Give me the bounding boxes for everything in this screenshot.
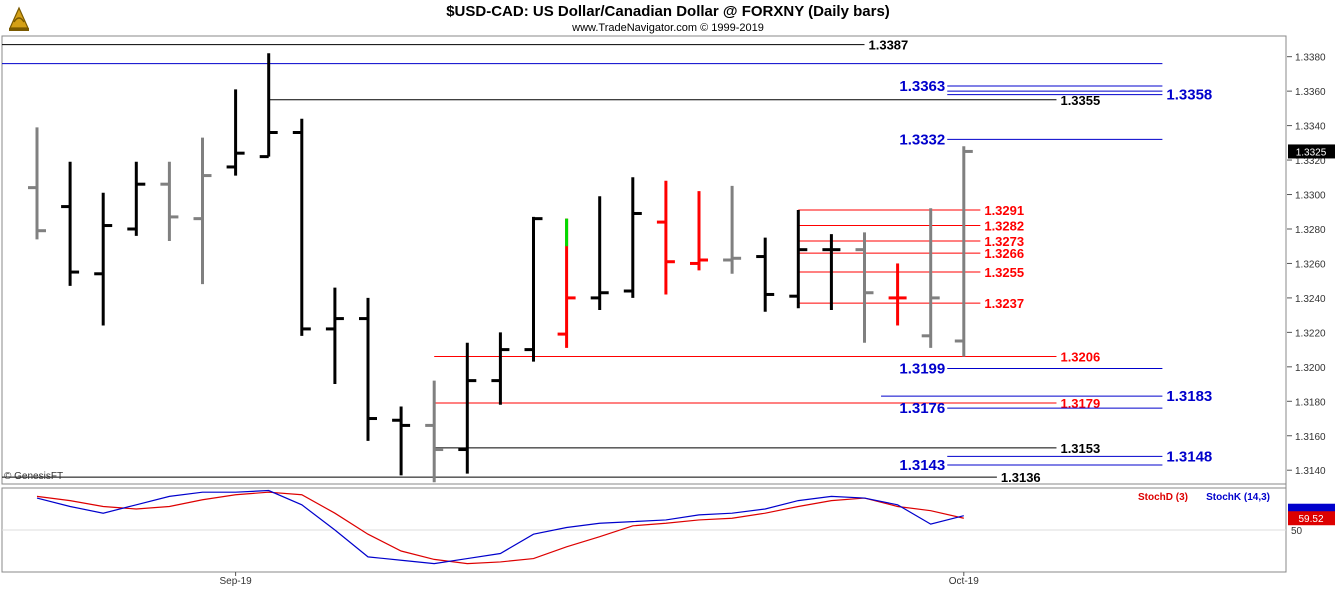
last-price-box: [1288, 144, 1335, 159]
osc-tick-label: 50: [1291, 526, 1303, 537]
y-tick-label: 1.3260: [1295, 259, 1326, 270]
price-bar: [392, 406, 411, 476]
price-bar: [723, 185, 742, 274]
y-tick-label: 1.3200: [1295, 363, 1326, 374]
price-levels: 1.33871.33761.33631.33581.33551.33321.32…: [2, 38, 1212, 485]
price-bar: [954, 146, 973, 357]
level-label: 1.3358: [1166, 87, 1212, 104]
price-bar: [822, 234, 841, 310]
level-label: 1.3282: [984, 219, 1024, 234]
price-bar: [855, 232, 874, 343]
trade-navigator-logo: [9, 6, 29, 31]
stochastic-panel: 50 StochD (3) StochK (14,3) 59.52: [2, 489, 1335, 565]
y-tick-label: 1.3340: [1295, 122, 1326, 133]
price-bar: [921, 208, 940, 348]
price-bar: [623, 177, 642, 298]
level-label: 1.3136: [1001, 470, 1041, 485]
price-bar: [127, 161, 146, 236]
last-price-label: 1.3325: [1296, 147, 1327, 158]
level-label: 1.3143: [899, 457, 945, 474]
price-bar: [458, 342, 477, 474]
copyright-watermark: © GenesisFT: [4, 471, 63, 482]
price-bar: [359, 297, 377, 441]
price-bar: [259, 53, 278, 159]
level-label: 1.3199: [899, 361, 945, 378]
level-label: 1.3273: [984, 234, 1024, 249]
price-bar: [524, 216, 543, 362]
price-bar: [491, 332, 510, 405]
date-axis: Sep-19 Oct-19: [219, 572, 979, 587]
price-bar: [193, 137, 212, 285]
price-bar: [656, 180, 675, 295]
level-label: 1.3237: [984, 296, 1024, 311]
osc-series-line: [36, 491, 964, 565]
y-tick-label: 1.3240: [1295, 294, 1326, 305]
x-tick-label: Oct-19: [949, 576, 979, 587]
level-label: 1.3179: [1060, 396, 1100, 411]
price-axis: 1.3140 1.3160 1.3180 1.3200 1.3220 1.3240 1.32…: [1287, 53, 1335, 477]
level-label: 1.3332: [899, 131, 945, 148]
price-bar: [292, 118, 311, 336]
y-tick-label: 1.3300: [1295, 191, 1326, 202]
x-tick-label: Sep-19: [219, 576, 252, 587]
y-tick-label: 1.3180: [1295, 397, 1326, 408]
price-bar: [28, 127, 46, 240]
level-label: 1.3183: [1166, 388, 1212, 405]
price-bar: [557, 218, 576, 348]
price-bar: [789, 210, 808, 309]
level-label: 1.3176: [899, 400, 945, 417]
y-tick-label: 1.3220: [1295, 328, 1326, 339]
price-bar: [425, 380, 444, 483]
level-label: 1.3355: [1060, 93, 1100, 108]
price-bar: [160, 161, 179, 242]
price-bar: [590, 196, 609, 310]
level-label: 1.3206: [1060, 349, 1100, 364]
osc-last-label: 59.52: [1298, 514, 1323, 525]
level-label: 1.3266: [984, 246, 1024, 261]
level-label: 1.3153: [1060, 441, 1100, 456]
y-tick-label: 1.3360: [1295, 87, 1326, 98]
y-tick-label: 1.3320: [1295, 156, 1326, 167]
level-label: 1.3255: [984, 265, 1024, 280]
price-bar: [61, 161, 80, 286]
price-bars: [28, 53, 973, 483]
legend-stochk: StochK (14,3): [1206, 492, 1270, 503]
legend-stochd: StochD (3): [1138, 492, 1188, 503]
y-tick-label: 1.3380: [1295, 53, 1326, 64]
y-tick-label: 1.3140: [1295, 466, 1326, 477]
level-label: 1.3291: [984, 203, 1024, 218]
price-bar: [888, 263, 907, 326]
osc-series-line: [36, 489, 964, 565]
level-label: 1.3387: [869, 38, 909, 53]
osc-last-box-k: [1288, 503, 1335, 514]
y-tick-label: 1.3160: [1295, 432, 1326, 443]
chart-title: $USD-CAD: US Dollar/Canadian Dollar @ FO…: [446, 3, 890, 20]
chart-subtitle: www.TradeNavigator.com © 1999-2019: [572, 22, 764, 34]
price-bar: [226, 89, 245, 176]
chart-frame: [1, 35, 1287, 573]
osc-last-box-d: [1288, 511, 1335, 526]
y-tick-label: 1.3280: [1295, 225, 1326, 236]
price-bar: [94, 192, 113, 326]
price-bar: [756, 237, 775, 312]
level-label: 1.3363: [899, 78, 945, 95]
price-bar: [690, 191, 708, 271]
price-bar: [325, 287, 344, 385]
level-label: 1.3148: [1166, 448, 1212, 465]
